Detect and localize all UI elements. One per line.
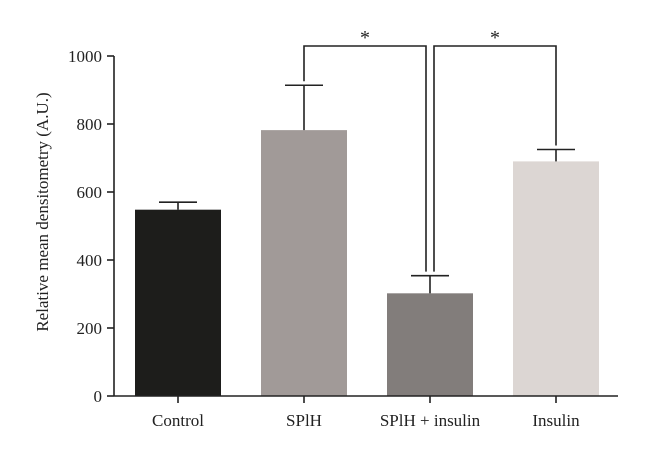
significance-star: * (490, 27, 500, 49)
bar-0 (135, 209, 221, 396)
x-category-label: Control (152, 411, 204, 430)
x-category-label: Insulin (532, 411, 580, 430)
y-tick-label: 800 (77, 115, 103, 134)
bar-3 (513, 161, 599, 396)
x-category-label: SPlH (286, 411, 322, 430)
significance-bracket (303, 45, 427, 272)
significance-star: * (360, 27, 370, 49)
axes-group (113, 56, 618, 397)
x-labels-group: Control SPlH SPlH + insulin Insulin (152, 396, 580, 430)
error-bars-group (159, 84, 575, 294)
bar-2 (387, 293, 473, 396)
y-tick-label: 200 (77, 319, 103, 338)
y-tick-label: 0 (94, 387, 103, 406)
y-ticks-group: 0 200 400 600 800 1000 (68, 47, 114, 406)
y-tick-label: 1000 (68, 47, 102, 66)
significance-bracket (433, 45, 557, 272)
y-tick-label: 400 (77, 251, 103, 270)
x-category-label: SPlH + insulin (380, 411, 481, 430)
y-tick-label: 600 (77, 183, 103, 202)
bar-1 (261, 130, 347, 396)
significance-group: * * (303, 27, 557, 272)
y-axis-title: Relative mean densitometry (A.U.) (33, 92, 52, 331)
bars-group (135, 130, 599, 396)
